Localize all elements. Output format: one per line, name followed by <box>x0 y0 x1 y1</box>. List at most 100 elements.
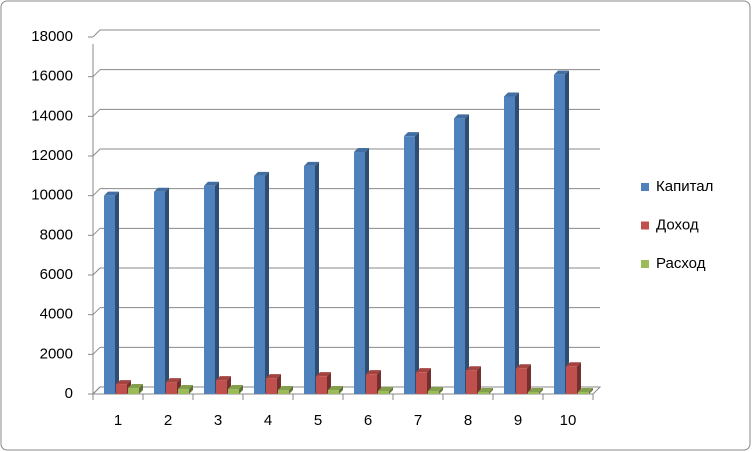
bar-top <box>454 114 469 119</box>
bar-top <box>316 372 331 377</box>
bar <box>428 391 439 394</box>
bar <box>278 390 289 394</box>
bar-top <box>204 181 219 186</box>
bar <box>304 165 315 394</box>
legend-marker <box>641 221 649 230</box>
bar <box>204 185 215 394</box>
bar-top <box>354 148 369 153</box>
y-tick-label: 2000 <box>40 345 73 362</box>
x-tick-label: 10 <box>560 412 577 429</box>
bar-side <box>577 362 581 394</box>
bar-side <box>215 181 219 394</box>
legend-marker <box>641 260 649 268</box>
bar-top <box>254 171 269 176</box>
x-tick-label: 4 <box>264 412 272 429</box>
bar <box>528 392 539 394</box>
bar <box>504 96 515 394</box>
bar-side <box>389 387 393 394</box>
bar <box>178 389 189 394</box>
bar-top <box>566 362 581 367</box>
bar-top <box>166 378 181 383</box>
bar-top <box>304 161 319 166</box>
bar-side <box>489 388 493 394</box>
legend-marker <box>641 183 649 191</box>
y-tick-label: 0 <box>65 385 73 402</box>
grid-connector <box>92 69 101 78</box>
bar-side <box>527 364 531 394</box>
x-tick-label: 6 <box>364 412 372 429</box>
x-tick-label: 3 <box>214 412 222 429</box>
bar <box>128 388 139 394</box>
bar-side <box>239 385 243 394</box>
y-tick-label: 16000 <box>31 68 73 85</box>
bar-top <box>154 187 169 192</box>
bar <box>166 382 177 394</box>
bar-side <box>477 366 481 394</box>
grid-connector <box>92 346 101 355</box>
bar-top <box>328 386 343 391</box>
bar <box>454 118 465 395</box>
bar <box>478 392 489 394</box>
grid-connector <box>92 227 101 236</box>
grid-connector <box>92 108 101 117</box>
grid-connector <box>92 148 101 157</box>
grid-connector <box>92 29 101 38</box>
bar-top <box>104 191 119 196</box>
grid-connector <box>92 386 101 395</box>
x-tick-label: 2 <box>164 412 172 429</box>
bar <box>378 391 389 394</box>
bar-side <box>265 171 269 394</box>
grid-connector <box>92 188 101 197</box>
bar-side <box>589 388 593 394</box>
x-tick-label: 8 <box>464 412 472 429</box>
bar <box>366 374 377 394</box>
y-tick-label: 14000 <box>31 107 73 124</box>
bar-side <box>365 148 369 394</box>
bar <box>216 380 227 394</box>
bar-side <box>189 385 193 394</box>
bar-side <box>539 388 543 394</box>
bar-top <box>416 368 431 373</box>
bar-side <box>377 370 381 394</box>
bar-side <box>415 132 419 394</box>
x-tick-label: 1 <box>114 412 122 429</box>
bar-top <box>128 384 143 389</box>
bar <box>254 175 265 394</box>
bar <box>566 366 577 394</box>
bar-top <box>116 380 131 385</box>
bar <box>154 191 165 394</box>
bar <box>354 152 365 394</box>
legend-label: Капитал <box>656 178 713 195</box>
bar-top <box>578 388 593 393</box>
bar-top <box>216 376 231 381</box>
grid-connector <box>92 267 101 276</box>
bar <box>266 378 277 394</box>
bar-side <box>339 386 343 394</box>
y-tick-label: 6000 <box>40 266 73 283</box>
y-tick-label: 18000 <box>31 28 73 45</box>
y-tick-label: 8000 <box>40 226 73 243</box>
legend-label: Расход <box>656 255 706 272</box>
bar <box>104 195 115 394</box>
bar-side <box>115 191 119 394</box>
x-tick-label: 5 <box>314 412 322 429</box>
bar <box>466 370 477 394</box>
y-tick-label: 4000 <box>40 306 73 323</box>
bar-side <box>565 70 569 394</box>
bar-top <box>378 387 393 392</box>
y-tick-label: 10000 <box>31 187 73 204</box>
grid-connector <box>92 307 101 316</box>
bar-side <box>515 92 519 394</box>
bar <box>578 392 589 394</box>
bar-top <box>178 385 193 390</box>
bar <box>116 384 127 394</box>
bar <box>554 74 565 394</box>
bar-side <box>289 386 293 394</box>
bar-top <box>366 370 381 375</box>
bar-top <box>528 388 543 393</box>
bar <box>228 389 239 394</box>
bar-top <box>404 132 419 137</box>
bar-top <box>428 387 443 392</box>
